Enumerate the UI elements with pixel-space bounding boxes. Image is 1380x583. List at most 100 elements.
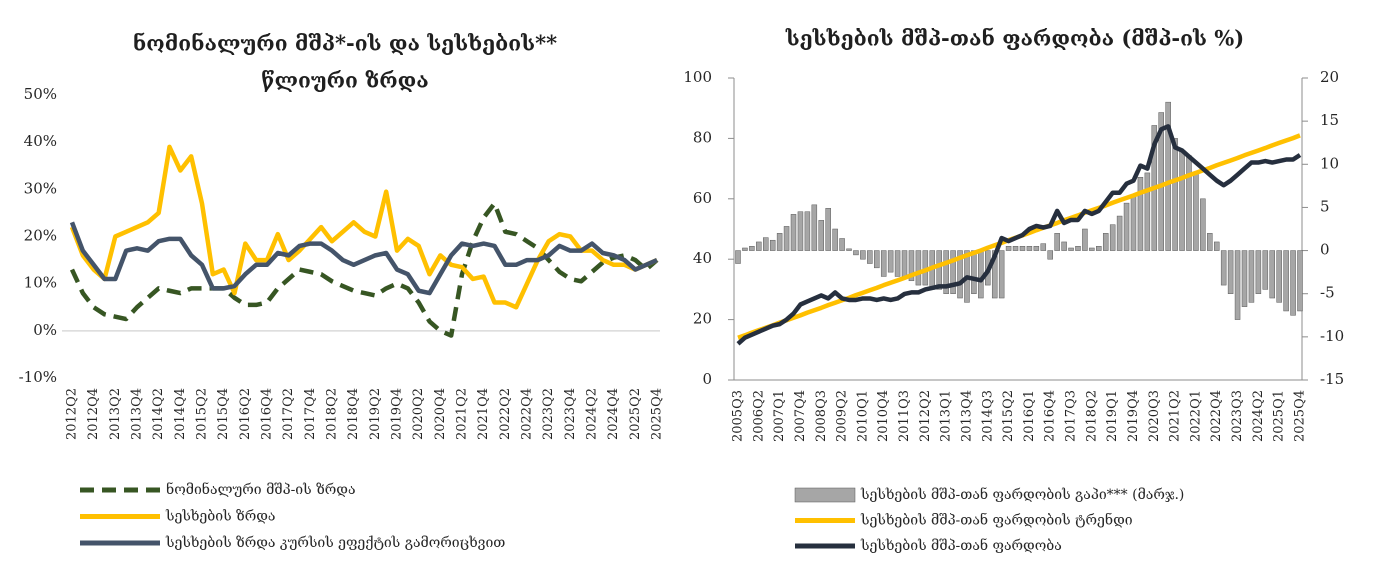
x-tick-label: 2013Q1: [939, 390, 954, 442]
x-tick-label: 2022Q4: [520, 388, 535, 440]
y-tick-label: 60: [693, 189, 712, 207]
bar: [1234, 250, 1241, 320]
bar: [1158, 112, 1164, 251]
bar: [825, 208, 831, 251]
y2-tick-label: -15: [1320, 370, 1344, 388]
bar: [1102, 233, 1109, 251]
bar: [1172, 138, 1178, 251]
bar: [1109, 224, 1116, 251]
bar: [1179, 151, 1185, 251]
x-tick-label: 2012Q2: [65, 388, 80, 440]
x-tick-label: 2017Q3: [1064, 390, 1079, 442]
x-tick-label: 2016Q2: [238, 388, 253, 440]
x-tick-label: 2010Q1: [855, 390, 870, 442]
x-tick-label: 2013Q2: [108, 388, 123, 440]
bar: [1241, 250, 1248, 307]
bar: [1012, 246, 1019, 251]
bar: [971, 250, 977, 294]
bar: [1200, 198, 1206, 251]
bar: [1033, 246, 1040, 251]
bar: [769, 239, 776, 251]
bar: [1213, 241, 1220, 251]
bar: [804, 211, 811, 251]
bar: [1269, 250, 1275, 299]
line-series: [69, 144, 658, 310]
y2-tick-label: 20: [1320, 68, 1339, 86]
x-tick-label: 2010Q4: [876, 390, 891, 442]
x-tick-label: 2012Q2: [918, 390, 933, 442]
bar: [1054, 233, 1060, 251]
legend-label: სესხების ზრდა: [165, 508, 275, 525]
x-tick-label: 2015Q4: [216, 388, 231, 440]
x-tick-label: 2017Q4: [303, 388, 318, 440]
bar: [1075, 246, 1081, 251]
bar: [846, 248, 852, 251]
x-tick-label: 2015Q2: [195, 388, 210, 440]
x-tick-label: 2022Q1: [1188, 390, 1203, 442]
x-tick-label: 2018Q2: [1084, 390, 1099, 442]
bar: [1290, 250, 1296, 316]
x-tick-label: 2012Q4: [86, 388, 101, 440]
x-tick-label: 2023Q4: [563, 388, 578, 440]
x-tick-label: 2023Q3: [1230, 390, 1245, 442]
bar: [880, 250, 887, 277]
legend-label: სესხების მშპ-თან ფარდობა: [860, 536, 1062, 554]
bar: [853, 250, 859, 256]
x-tick-label: 2018Q4: [346, 388, 361, 440]
bar: [783, 226, 790, 251]
bar: [790, 214, 797, 251]
chart-title: წლიური ზრდა: [261, 68, 429, 93]
x-tick-label: 2007Q4: [793, 390, 808, 442]
x-tick-label: 2005Q3: [731, 390, 746, 442]
x-tick-label: 2025Q4: [1293, 390, 1308, 442]
chart-title: ნომინალური მშპ*-ის და სესხების**: [133, 31, 557, 56]
y-tick-label: 10%: [24, 274, 57, 292]
x-tick-label: 2020Q4: [433, 388, 448, 440]
x-tick-label: 2014Q2: [151, 388, 166, 440]
y-tick-label: 20: [693, 310, 712, 328]
bar: [874, 250, 880, 269]
bar: [894, 250, 901, 277]
y-tick-label: 50%: [24, 85, 57, 103]
bar: [1220, 250, 1227, 286]
x-tick-label: 2011Q3: [897, 390, 912, 442]
y-tick-label: 40: [693, 249, 712, 267]
bar: [1068, 247, 1074, 251]
bar: [1144, 172, 1151, 251]
bar: [943, 250, 949, 294]
x-tick-label: 2023Q2: [541, 388, 556, 440]
x-tick-label: 2016Q4: [260, 388, 275, 440]
x-tick-label: 2019Q4: [1126, 390, 1141, 442]
bar: [1047, 250, 1053, 260]
bar: [1089, 247, 1095, 251]
bar: [867, 250, 873, 264]
line-series: [69, 201, 659, 338]
x-tick-label: 2021Q4: [476, 388, 491, 440]
bar: [1026, 246, 1033, 251]
bar: [1116, 215, 1123, 251]
bar: [936, 250, 942, 290]
bar: [1130, 194, 1137, 251]
y2-tick-label: 15: [1320, 111, 1339, 129]
x-tick-label: 2024Q4: [606, 388, 621, 440]
bar: [763, 237, 769, 251]
bar: [1186, 155, 1192, 251]
bar: [735, 250, 741, 264]
bar: [860, 250, 866, 260]
x-tick-label: 2015Q2: [1001, 390, 1016, 442]
x-tick-label: 2022Q4: [1209, 390, 1224, 442]
bar: [1123, 202, 1130, 251]
bar: [1283, 250, 1289, 312]
x-tick-label: 2013Q4: [959, 390, 974, 442]
x-tick-label: 2024Q2: [1251, 390, 1266, 442]
chart: ნომინალური მშპ*-ის და სესხების** წლიური ზ…: [19, 31, 665, 552]
bar: [749, 246, 755, 251]
bar: [1137, 176, 1144, 251]
bar: [908, 250, 915, 282]
x-tick-label: 2013Q4: [130, 388, 145, 440]
bar: [1276, 250, 1282, 303]
bar: [1262, 250, 1269, 290]
y-tick-label: 30%: [24, 179, 57, 197]
x-tick-label: 2014Q3: [980, 390, 995, 442]
chart-title: სესხების მშპ-თან ფარდობა (მშპ-ის %): [785, 26, 1244, 51]
